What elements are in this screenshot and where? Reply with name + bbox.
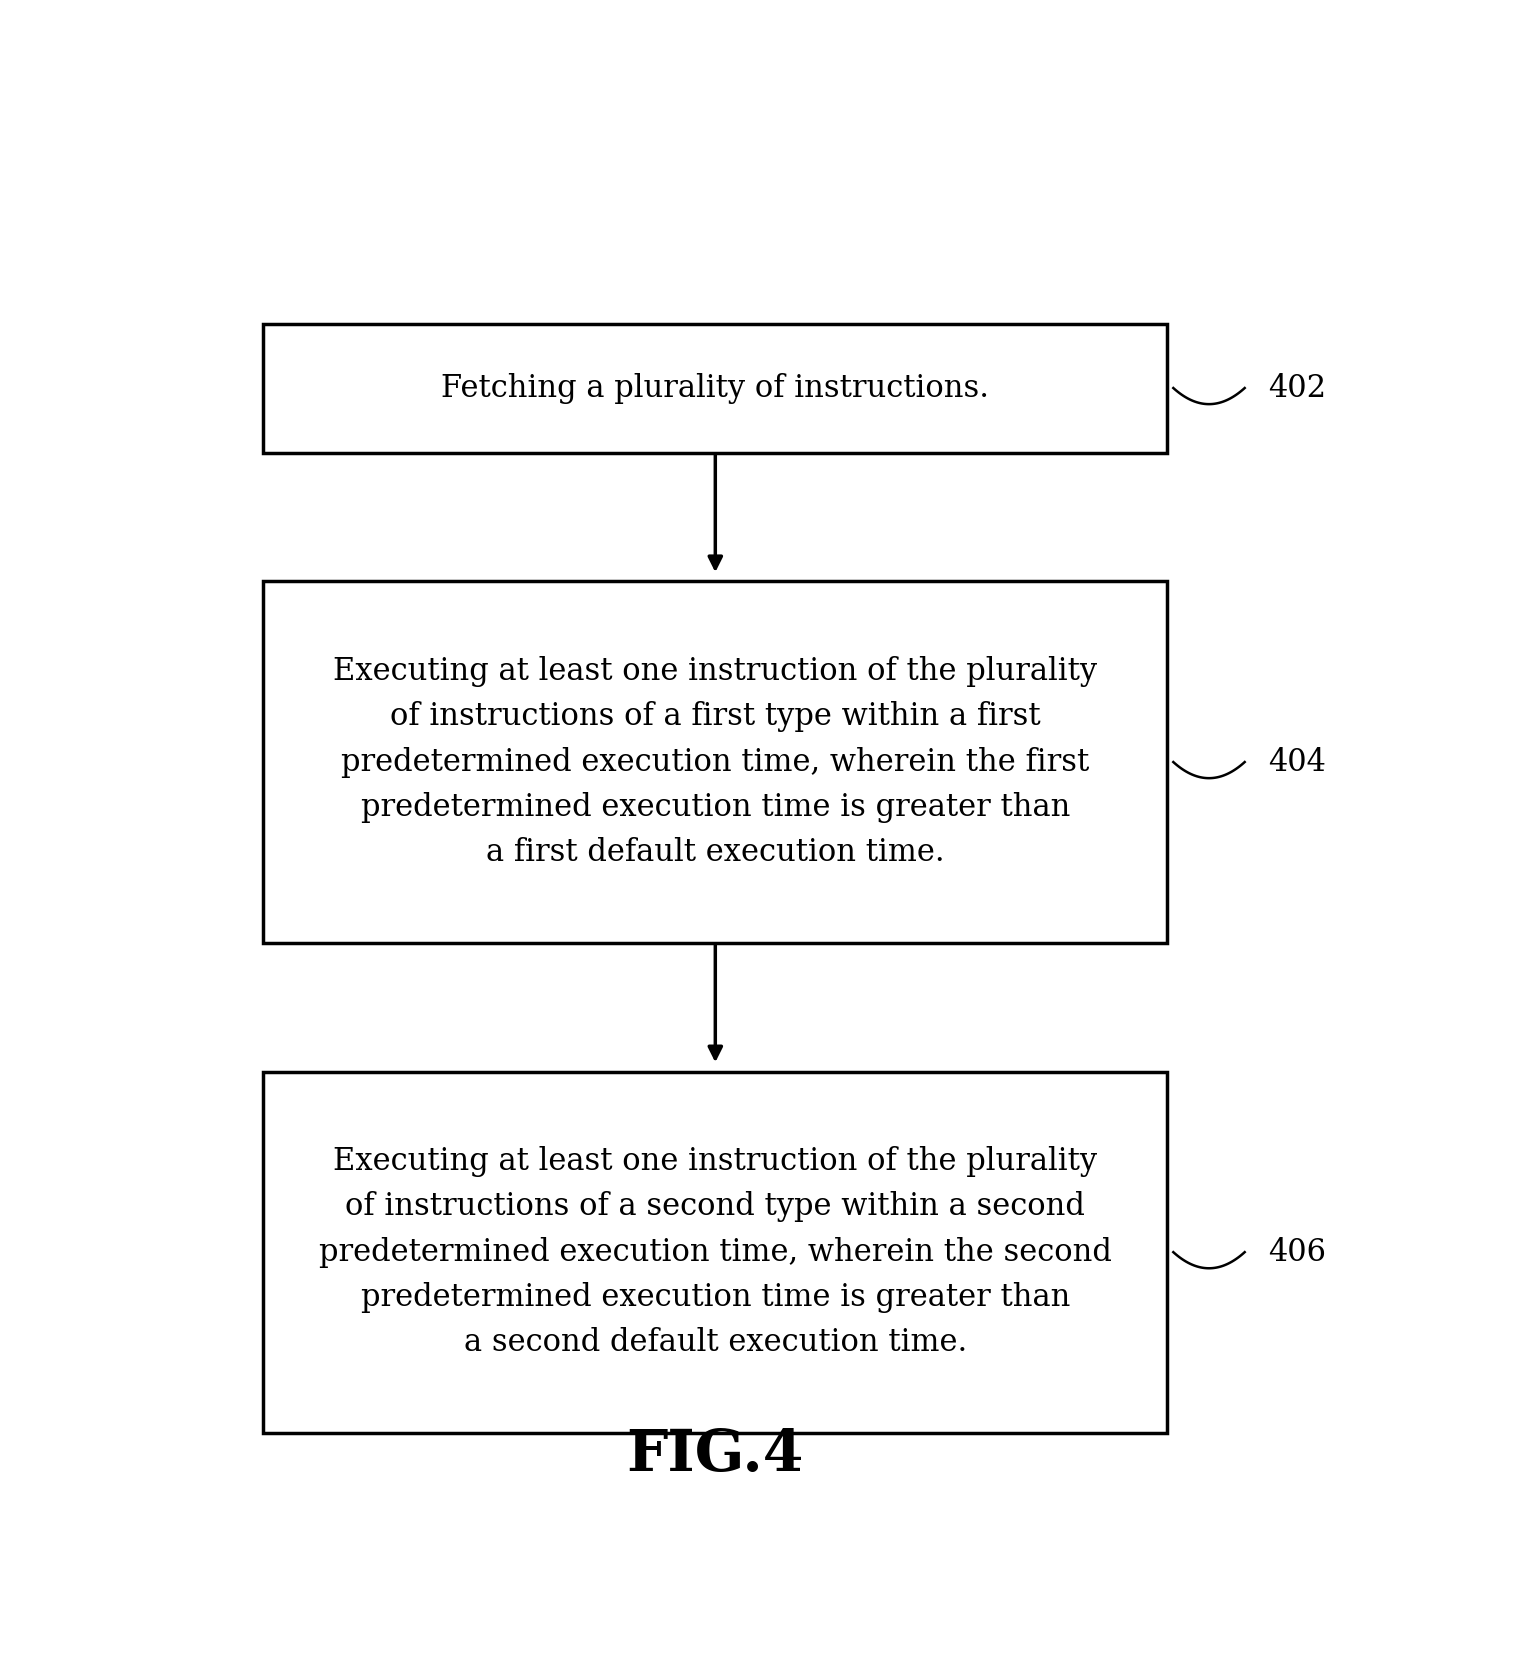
Text: Executing at least one instruction of the plurality
of instructions of a first t: Executing at least one instruction of th… bbox=[333, 655, 1098, 868]
Text: FIG.4: FIG.4 bbox=[626, 1427, 804, 1482]
Bar bbox=[264, 581, 1168, 943]
Text: Executing at least one instruction of the plurality
of instructions of a second : Executing at least one instruction of th… bbox=[319, 1146, 1111, 1358]
Text: 404: 404 bbox=[1268, 747, 1326, 777]
Text: Fetching a plurality of instructions.: Fetching a plurality of instructions. bbox=[441, 372, 990, 404]
Text: 406: 406 bbox=[1268, 1236, 1326, 1268]
Bar bbox=[264, 1072, 1168, 1432]
Bar bbox=[264, 323, 1168, 452]
Text: 402: 402 bbox=[1268, 372, 1326, 404]
